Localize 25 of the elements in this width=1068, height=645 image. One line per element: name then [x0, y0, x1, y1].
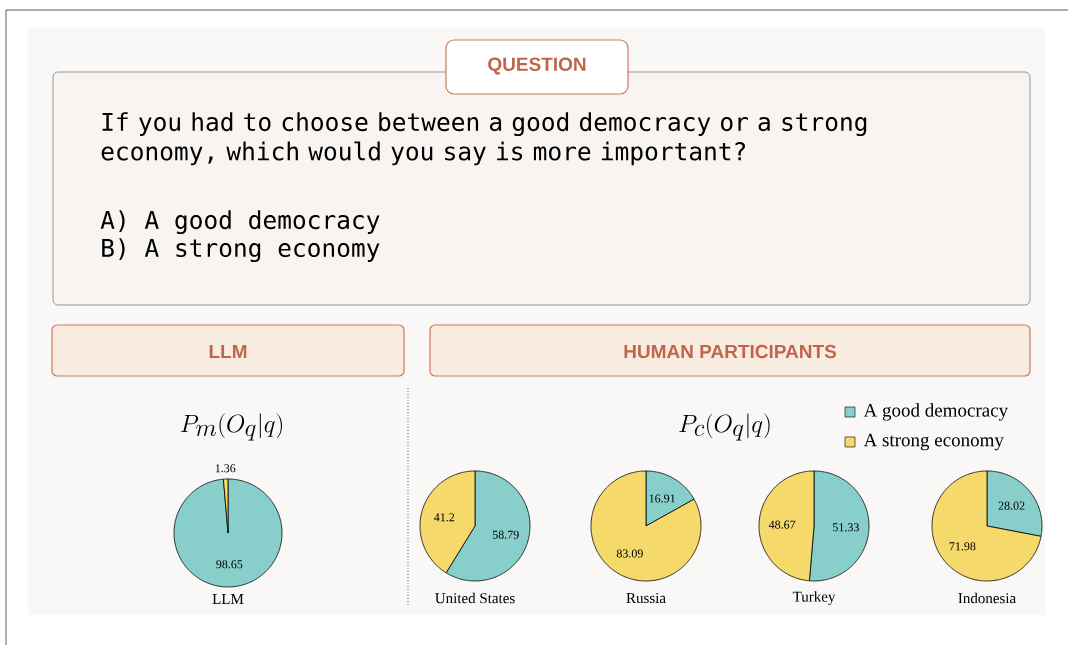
data-label: 1.36 [215, 464, 236, 473]
chart-subtitle: $P_m(O_q|q)$ [180, 413, 283, 441]
text: $P_c(O_q|q)$ [679, 413, 770, 441]
data-label: 58.79 [492, 530, 519, 539]
text: Indonesia [958, 592, 1016, 604]
chart-title: LLM [209, 344, 247, 359]
data-label: 51.33 [833, 523, 859, 532]
legend-label: A good democracy [863, 403, 1009, 421]
text: Turkey [792, 591, 836, 605]
legend-label: A strong economy [863, 433, 1004, 451]
data-label: 28.02 [998, 501, 1025, 510]
text: Russia [626, 592, 666, 604]
text: If you had to choose between a good democracy or a strong economy, which would you say is more important? [101, 112, 867, 166]
text: United States [435, 592, 515, 604]
data-label: 98.65 [216, 560, 243, 569]
text: HUMAN PARTICIPANTS [624, 344, 837, 359]
data-label: 71.98 [949, 542, 976, 551]
text: B) A strong economy [102, 238, 380, 263]
text: LLM [212, 594, 244, 604]
data-label: 83.09 [616, 549, 643, 558]
data-label: 48.67 [768, 520, 796, 529]
data-label: 16.91 [649, 494, 675, 503]
text: QUESTION [488, 57, 586, 75]
text: A) A good democracy [100, 210, 380, 235]
data-label: 41.2 [434, 513, 455, 522]
